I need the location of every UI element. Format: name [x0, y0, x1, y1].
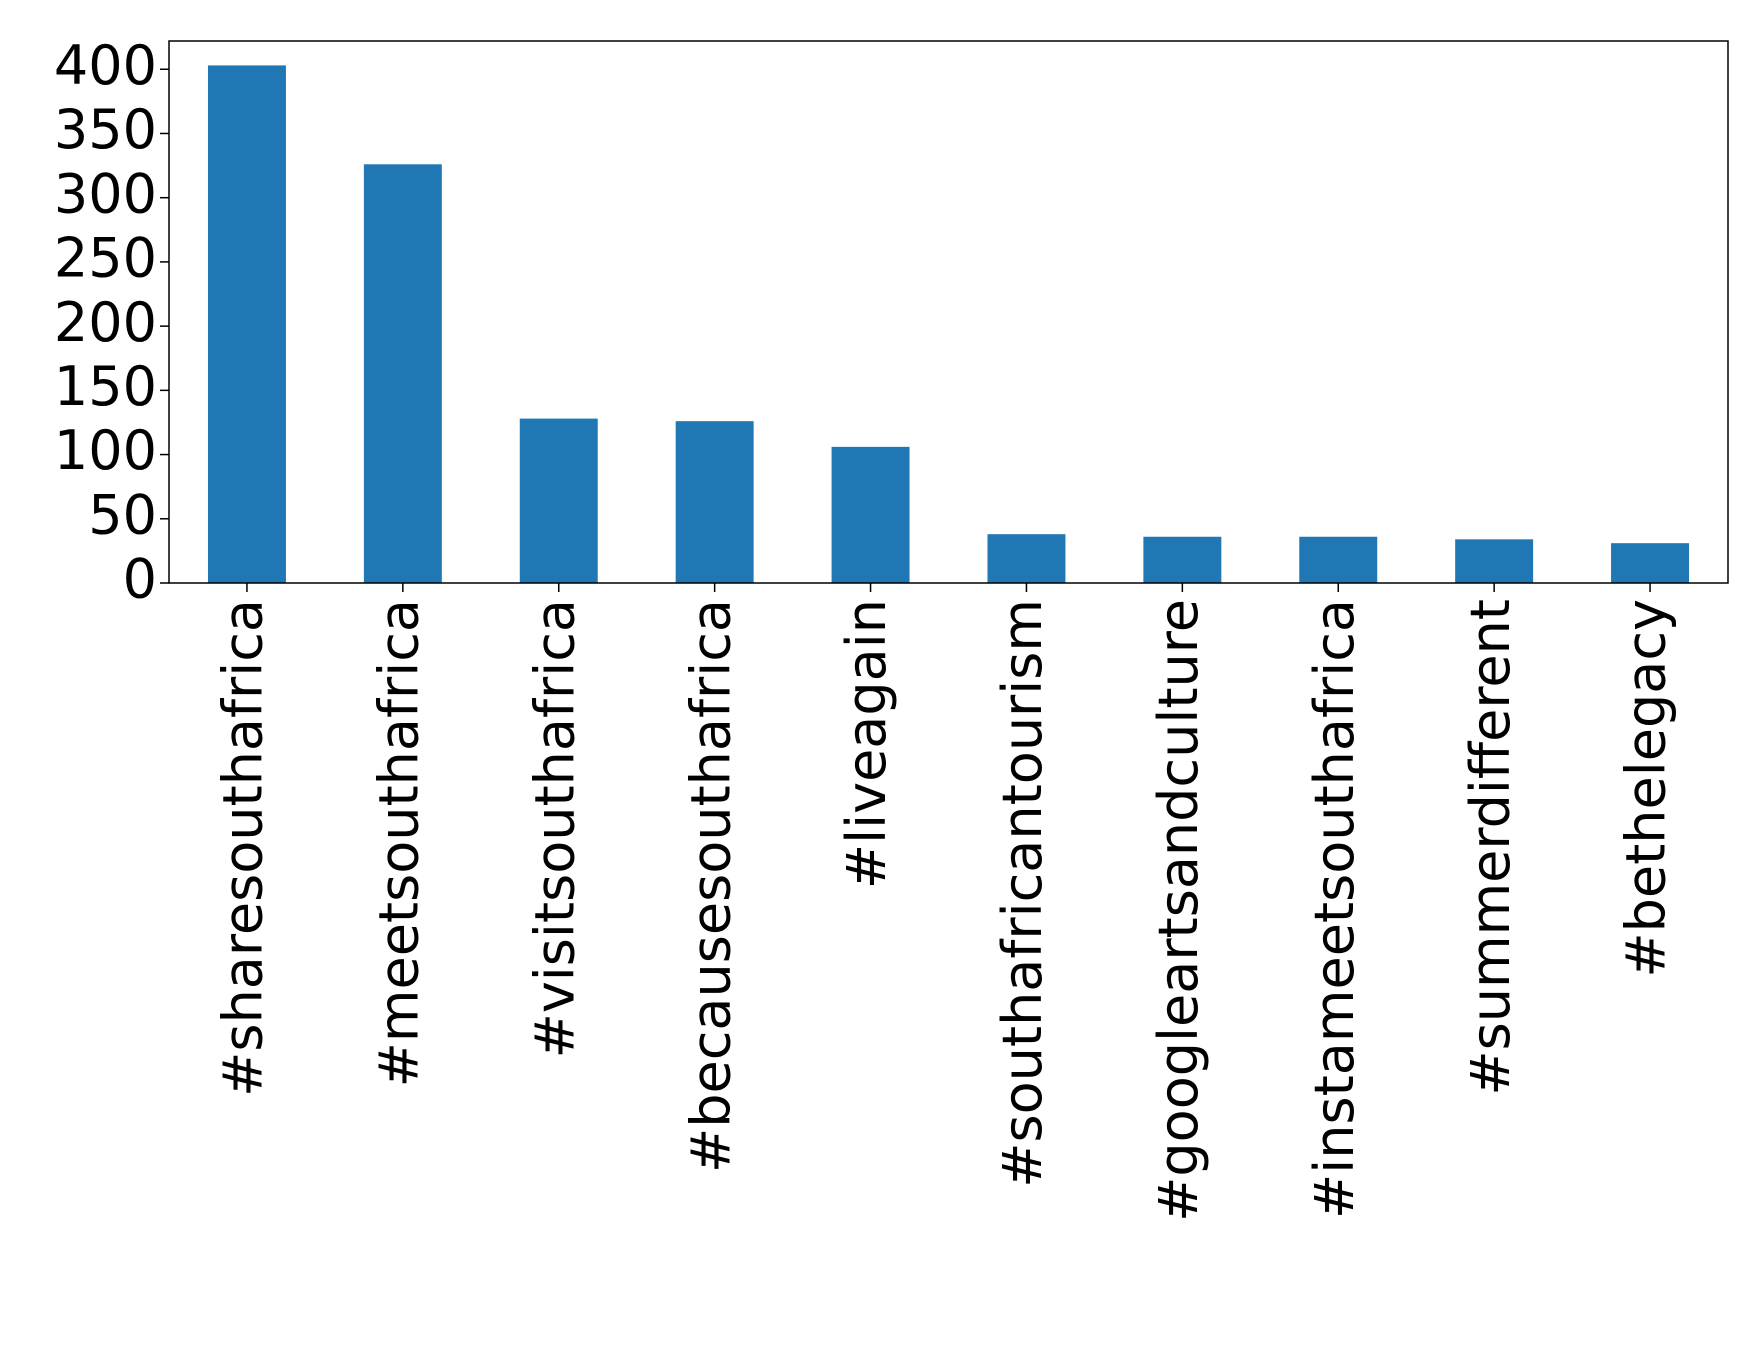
x-tick-label: #sharesouthafrica	[212, 599, 275, 1097]
x-tick-label: #liveagain	[835, 599, 898, 889]
bar	[519, 418, 598, 583]
plot-frame	[168, 40, 1729, 584]
bar	[1611, 543, 1690, 583]
y-tick-label: 50	[88, 483, 157, 546]
y-tick-label: 300	[54, 162, 157, 225]
x-tick-label: #googleartsandculture	[1147, 599, 1210, 1222]
y-tick-label: 150	[54, 355, 157, 418]
y-tick-label: 400	[54, 34, 157, 97]
x-tick-label: #becausesouthafrica	[679, 599, 742, 1173]
x-tick-label: #bethelegacy	[1615, 599, 1678, 978]
bar	[987, 534, 1066, 583]
bar	[1143, 536, 1222, 583]
bar	[1299, 536, 1378, 583]
x-tick-label: #summerdifferent	[1459, 599, 1522, 1096]
bar	[675, 421, 754, 583]
y-tick-label: 250	[54, 227, 157, 290]
y-tick-label: 100	[54, 419, 157, 482]
x-tick-label: #visitsouthafrica	[523, 599, 586, 1058]
y-tick-label: 0	[123, 548, 157, 611]
bar	[207, 65, 286, 584]
x-tick-label: #meetsouthafrica	[367, 599, 430, 1087]
bar	[363, 164, 442, 583]
x-tick-label: #southafricantourism	[991, 599, 1054, 1188]
bar	[831, 446, 910, 583]
y-tick-label: 200	[54, 291, 157, 354]
y-tick-label: 350	[54, 98, 157, 161]
x-tick-label: #instameetsouthafrica	[1303, 599, 1366, 1219]
bar	[1455, 539, 1534, 583]
